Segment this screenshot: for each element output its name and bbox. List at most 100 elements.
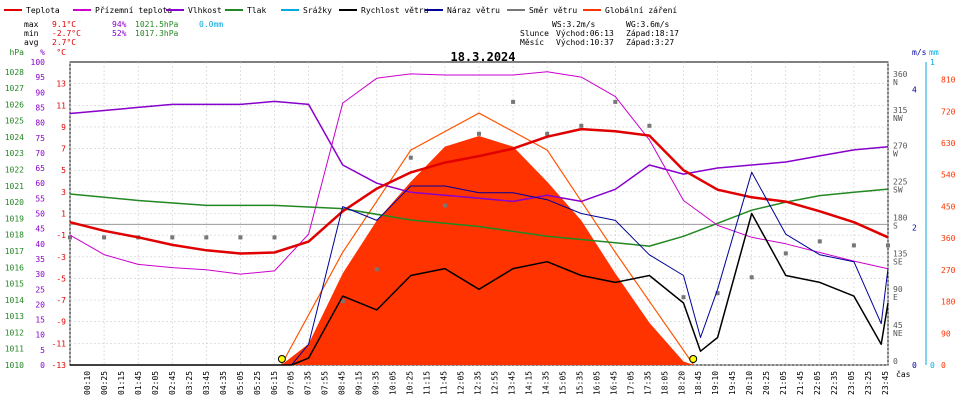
axis-hpa-tick: 1023 (5, 149, 24, 158)
axis-time-tick: 16:05 (592, 371, 601, 395)
axis-pct-tick: 0 (40, 361, 45, 370)
axis-mm-unit: mm (929, 48, 939, 57)
axis-hpa-tick: 1011 (5, 345, 24, 354)
sunset-marker (689, 355, 698, 363)
stat-0-2: 94% (112, 20, 127, 29)
axis-dir-label: NW (893, 114, 903, 123)
axis-time-tick: 02:45 (168, 371, 177, 395)
axis-hpa-tick: 1010 (5, 361, 24, 370)
wind-direction-point (511, 99, 516, 104)
axis-pct-tick: 30 (35, 270, 45, 279)
legend: Teplota Přízemní teplota Vlhkost Tlak Srážky… (4, 6, 677, 15)
axis-c-tick: -1 (56, 231, 66, 240)
axis-ms-tick: 2 (912, 223, 917, 232)
sun-set: Západ:18:17 (626, 29, 679, 38)
axis-time-tick: 08:45 (338, 371, 347, 395)
axis-time-tick: 17:35 (643, 371, 652, 395)
axis-time-tick: 13:45 (508, 371, 517, 395)
axis-pct-tick: 40 (35, 240, 45, 249)
axis-dir-label: SE (893, 257, 903, 266)
axis-time-tick: 05:25 (253, 371, 262, 395)
wind-direction-point (851, 243, 856, 248)
axis-time-tick: 12:05 (457, 371, 466, 395)
wind-ws: WS:3.2m/s (552, 20, 596, 29)
axis-pct-tick: 35 (35, 255, 45, 264)
axis-time-tick: 17:05 (626, 371, 635, 395)
axis-pct-tick: 15 (35, 316, 45, 325)
axis-wm2-tick: 90 (941, 329, 951, 338)
axis-pct-tick: 100 (31, 58, 46, 67)
wind-direction-point (817, 239, 822, 244)
wind-direction-point (204, 235, 209, 240)
axis-c-tick: -3 (56, 253, 66, 262)
axis-pct-tick: 80 (35, 119, 45, 128)
legend-label-5: Rychlost větru (361, 6, 429, 15)
axis-wm2-tick: 630 (941, 139, 956, 148)
axis-pct-tick: 20 (35, 300, 45, 309)
axis-pct-tick: 25 (35, 285, 45, 294)
legend-label-3: Tlak (247, 6, 266, 15)
sun-rise: Východ:06:13 (556, 29, 614, 38)
axis-time-tick: 14:35 (541, 371, 550, 395)
axis-dir-label: SW (893, 186, 903, 195)
axis-pct-tick: 65 (35, 164, 45, 173)
axis-wm2-tick: 720 (941, 107, 956, 116)
wind-direction-point (272, 235, 277, 240)
axis-hpa-tick: 1017 (5, 247, 24, 256)
stat-0-1: 9.1°C (52, 20, 76, 29)
series-ground-temperature-c (69, 71, 889, 275)
axis-dir-tick: 225 (893, 178, 908, 187)
axis-time-tick: 21:05 (779, 371, 788, 395)
axis-pct-tick: 60 (35, 179, 45, 188)
axis-c-tick: -5 (56, 274, 66, 283)
stat-0-4: 0.0mm (199, 20, 223, 29)
axis-time-tick: 12:55 (491, 371, 500, 395)
axis-pct-tick: 50 (35, 210, 45, 219)
moon-rise: Východ:10:37 (556, 38, 614, 47)
series-pressure-hpa (69, 188, 889, 247)
axis-hpa-tick: 1013 (5, 312, 24, 321)
axis-time-tick: 18:45 (694, 371, 703, 395)
axis-time-tick: 00:10 (83, 371, 92, 395)
wind-direction-point (681, 295, 686, 300)
axis-time-tick: 10:05 (389, 371, 398, 395)
wind-direction-point (749, 275, 754, 280)
axis-time-tick: 21:45 (796, 371, 805, 395)
wind-direction-point (477, 131, 481, 136)
axis-hpa-tick: 1027 (5, 84, 24, 93)
axis-dir-tick: 315 (893, 106, 908, 115)
axis-dir-tick: 0 (893, 357, 898, 366)
axis-wm2-tick: 450 (941, 202, 956, 211)
stat-1-2: 52% (112, 29, 127, 38)
axis-hpa-tick: 1022 (5, 166, 24, 175)
stat-1-3: 1017.3hPa (135, 29, 179, 38)
wind-direction-point (442, 203, 447, 208)
legend-label-0: Teplota (26, 6, 60, 15)
wind-wg: WG:3.6m/s (626, 20, 670, 29)
axis-time-tick: 18:20 (677, 371, 686, 395)
axis-hpa-unit: hPa (10, 48, 25, 57)
axis-pct-tick: 10 (35, 331, 45, 340)
axis-time-tick: 07:55 (321, 371, 330, 395)
axis-time-tick: 10:25 (406, 371, 415, 395)
axis-wm2-tick: 540 (941, 171, 956, 180)
axis-time-tick: 23:05 (847, 371, 856, 395)
series-wind-speed-ms (70, 212, 889, 366)
axis-hpa-tick: 1015 (5, 280, 24, 289)
wind-direction-point (647, 123, 652, 128)
axis-hpa-tick: 1016 (5, 263, 24, 272)
stat-1-1: -2.7°C (52, 29, 81, 38)
legend-label-8: Globální záření (605, 6, 677, 15)
axis-c-tick: 7 (61, 145, 66, 154)
axis-time-tick: 09:15 (355, 371, 364, 395)
wind-direction-point (408, 155, 413, 160)
axis-hpa-tick: 1012 (5, 328, 24, 337)
series-layer (68, 71, 890, 366)
axis-mm-tick: 0 (930, 361, 935, 370)
axis-c-unit: °C (56, 48, 66, 57)
axis-c-tick: 3 (61, 188, 66, 197)
axis-wm2-tick: 810 (941, 76, 956, 85)
axis-time-tick: 07:05 (287, 371, 296, 395)
axis-hpa-tick: 1021 (5, 182, 24, 191)
axis-time-tick: 15:05 (558, 371, 567, 395)
